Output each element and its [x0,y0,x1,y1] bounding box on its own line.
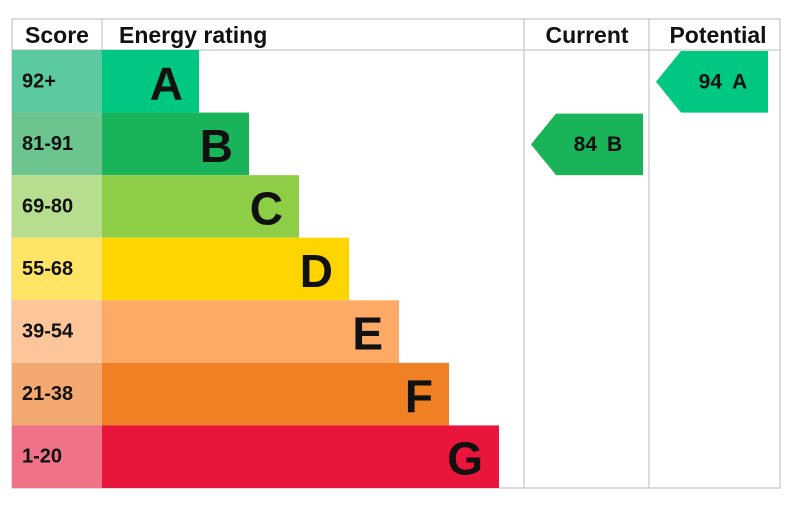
header-score: Score [25,22,89,48]
potential-band: A [732,70,747,93]
rating-bar [102,175,299,238]
rating-bar [102,362,449,426]
rating-letter: B [200,120,233,172]
score-label: 1-20 [22,446,62,468]
score-label: 55-68 [22,258,73,280]
rating-letter: F [405,370,433,422]
rating-letter: G [447,433,483,485]
score-cell [12,237,102,301]
score-label: 39-54 [22,321,74,343]
rating-bar [102,50,199,113]
rating-bar [102,300,399,363]
header-potential: Potential [669,22,766,48]
header-rating: Energy rating [119,22,267,48]
header-current: Current [545,22,628,48]
current-band: B [607,133,622,156]
score-cell [12,362,102,426]
current-arrow [531,113,643,176]
score-cell [12,50,102,113]
potential-value: 94 [699,70,723,93]
potential-arrow [656,51,768,113]
rating-bar [102,112,249,176]
rating-bar [102,237,349,301]
rating-bar [102,425,499,488]
rating-letter: E [352,308,383,360]
score-label: 21-38 [22,383,73,405]
score-cell [12,300,102,363]
score-cell [12,425,102,488]
score-cell [12,175,102,238]
rating-letter: A [150,57,183,109]
score-label: 81-91 [22,133,73,155]
score-cell [12,112,102,176]
rating-letter: C [250,182,283,234]
rating-letter: D [300,245,333,297]
score-label: 69-80 [22,195,73,217]
current-value: 84 [574,133,598,156]
score-label: 92+ [22,70,56,92]
